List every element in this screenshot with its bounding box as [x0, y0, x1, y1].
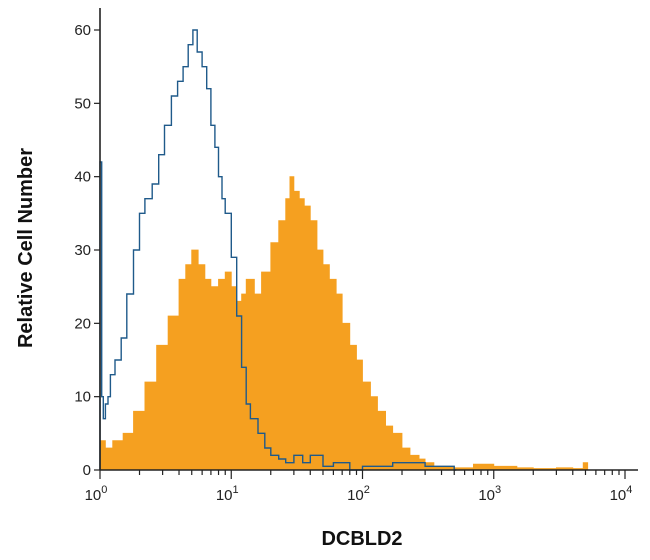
y-ticks: 0 10 20 30 40 50 60 — [74, 22, 100, 479]
x-tick-label-1: 101 — [216, 484, 239, 504]
y-tick-label-20: 20 — [74, 315, 91, 332]
series-0-filled-histogram — [99, 176, 590, 471]
y-tick-label-0: 0 — [83, 462, 91, 479]
y-tick-label-30: 30 — [74, 242, 91, 259]
y-tick-label-60: 60 — [74, 22, 91, 39]
x-ticks: 100 101 102 103 104 — [85, 470, 633, 504]
y-tick-label-10: 10 — [74, 389, 91, 406]
series-1-outline-histogram — [99, 29, 457, 471]
x-tick-label-4: 104 — [610, 484, 633, 504]
plot-area — [99, 29, 590, 471]
x-axis-title: DCBLD2 — [321, 528, 402, 550]
x-tick-label-2: 102 — [347, 484, 370, 504]
axes — [99, 8, 638, 471]
y-axis-title: Relative Cell Number — [15, 148, 37, 348]
x-tick-label-3: 103 — [478, 484, 501, 504]
y-tick-label-40: 40 — [74, 169, 91, 186]
x-tick-label-0: 100 — [85, 484, 108, 504]
y-tick-label-50: 50 — [74, 95, 91, 112]
